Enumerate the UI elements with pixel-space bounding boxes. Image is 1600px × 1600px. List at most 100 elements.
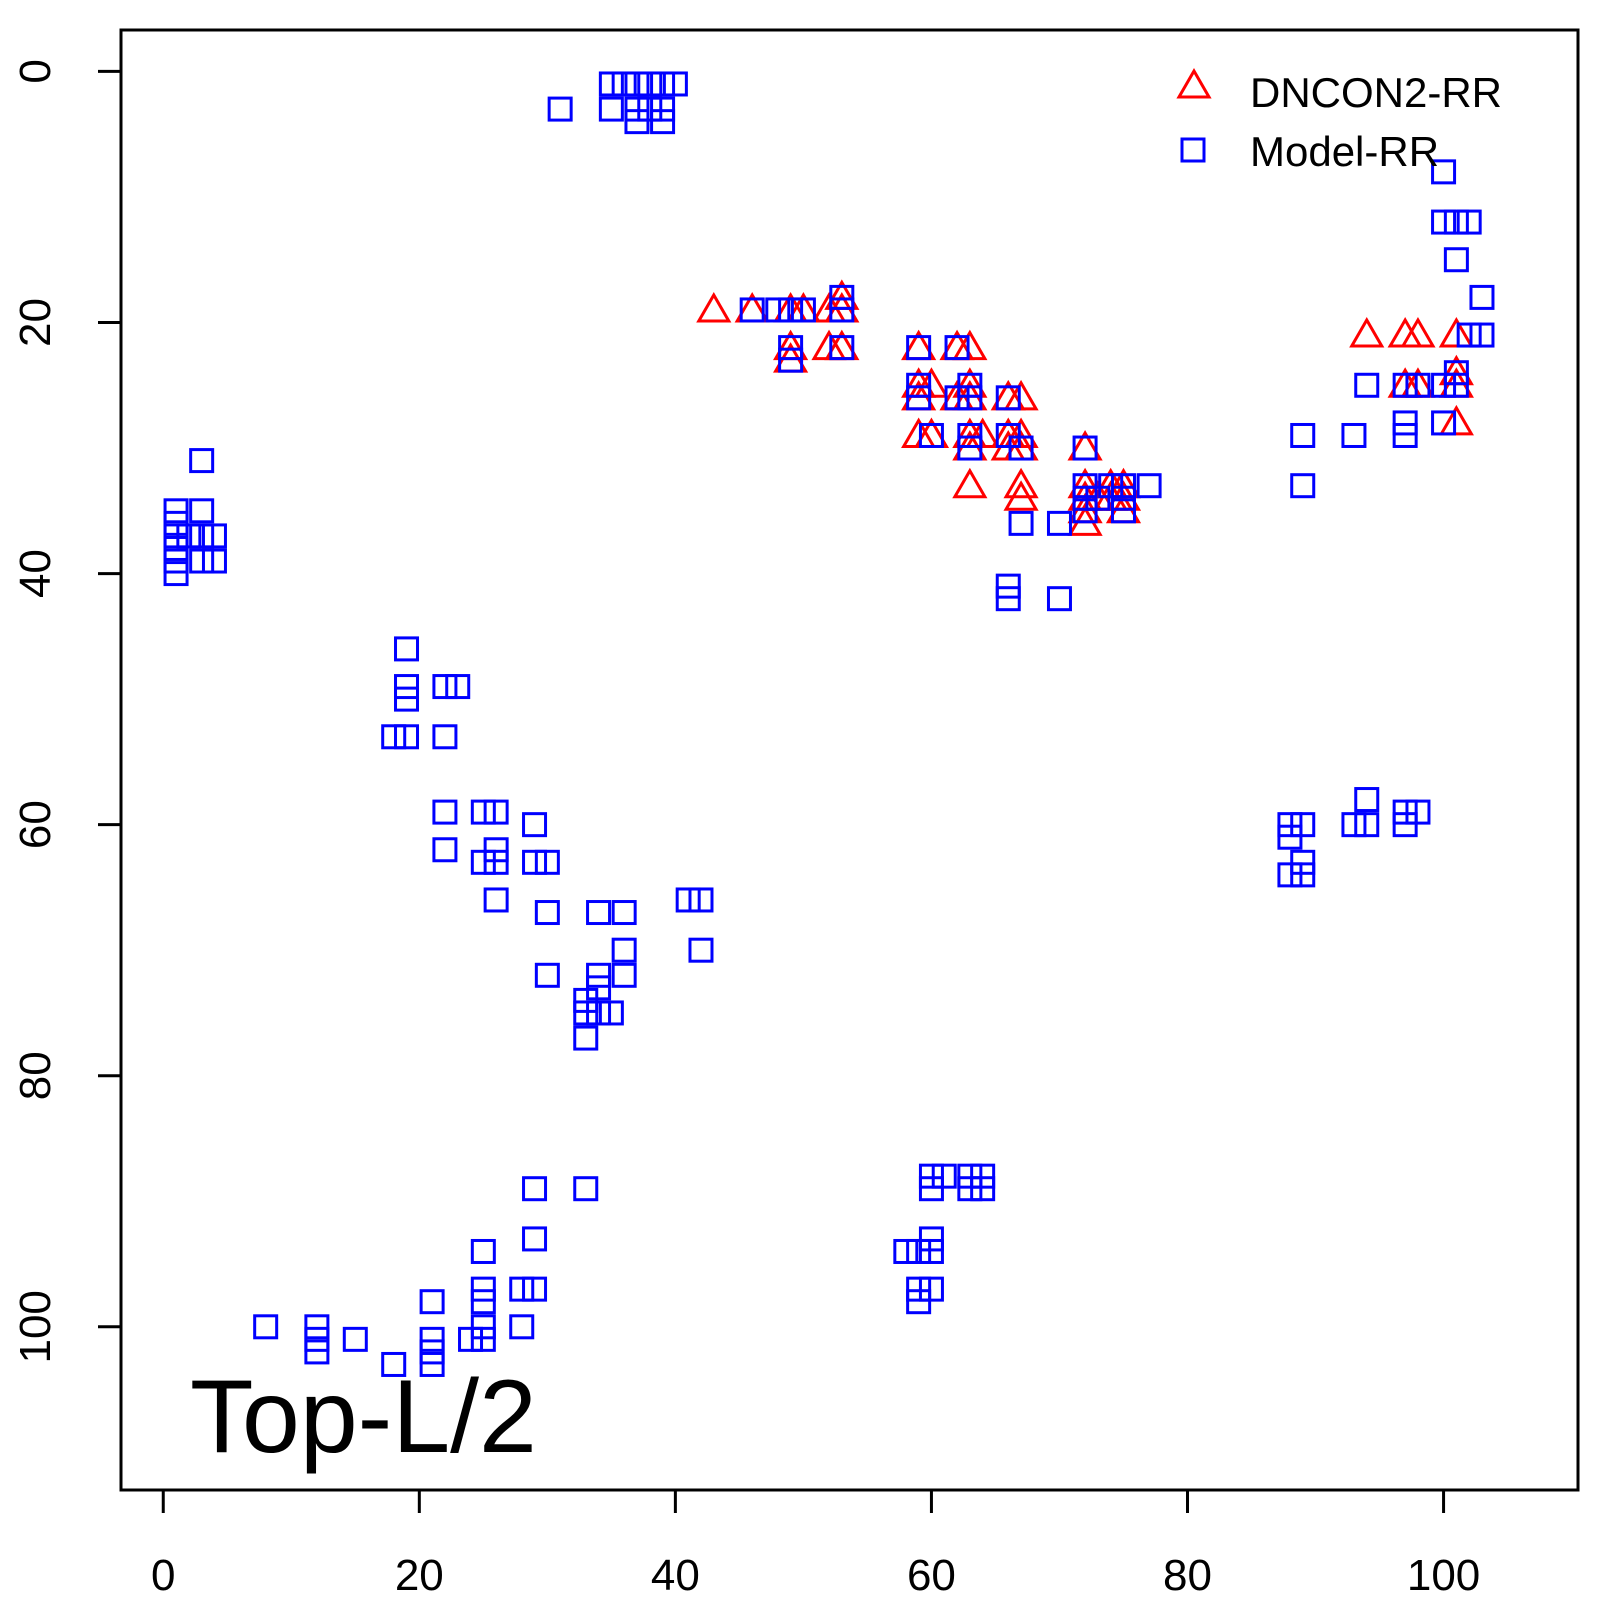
square-point (957, 1176, 983, 1202)
square-point (1277, 862, 1303, 888)
square-point (944, 385, 970, 411)
square-point (624, 96, 650, 122)
square-point (483, 799, 509, 825)
square-point (394, 674, 420, 700)
square-point (918, 1163, 944, 1189)
square-point (470, 849, 496, 875)
square-point (445, 674, 471, 700)
square-point (586, 975, 612, 1001)
square-point (1469, 284, 1495, 310)
square-point (906, 372, 932, 398)
square-point (1110, 485, 1136, 511)
square-point (675, 887, 701, 913)
x-tick-label: 20 (395, 1551, 444, 1600)
square-point (1392, 799, 1418, 825)
square-point (522, 1226, 548, 1252)
square-point (650, 96, 676, 122)
square-point (995, 422, 1021, 448)
triangle-point (965, 417, 1001, 448)
square-point (906, 385, 932, 411)
square-point (611, 962, 637, 988)
square-point (573, 1025, 599, 1051)
square-point (458, 1326, 484, 1352)
square-point (893, 1238, 919, 1264)
y-tick-label: 60 (11, 800, 60, 849)
square-point (598, 96, 624, 122)
square-point (189, 523, 215, 549)
square-point (432, 799, 458, 825)
square-point (470, 1238, 496, 1264)
triangle-point (1003, 467, 1039, 499)
square-point (586, 1000, 612, 1026)
square-point (1072, 498, 1098, 524)
square-point (1405, 799, 1431, 825)
square-point (419, 1289, 445, 1315)
square-point (1392, 372, 1418, 398)
square-point (1354, 787, 1380, 813)
square-point (637, 71, 663, 97)
square-point (253, 1314, 279, 1340)
square-point (1443, 247, 1469, 273)
square-point (342, 1326, 368, 1352)
square-point (906, 1276, 932, 1302)
square-point (931, 1163, 957, 1189)
square-point (906, 1238, 932, 1264)
square-point (522, 1176, 548, 1202)
square-point (573, 1176, 599, 1202)
square-point (1085, 485, 1111, 511)
square-point (201, 523, 227, 549)
square-point (1290, 422, 1316, 448)
square-point (957, 422, 983, 448)
legend-label-dncon2-rr: DNCON2-RR (1250, 69, 1502, 116)
triangle-point (696, 291, 732, 323)
square-point (189, 448, 215, 474)
y-tick-label: 20 (11, 298, 60, 347)
square-point (906, 335, 932, 361)
square-point (163, 548, 189, 574)
square-point (586, 962, 612, 988)
square-point (829, 297, 855, 323)
y-tick-label: 80 (11, 1051, 60, 1100)
square-point (419, 1339, 445, 1365)
square-point (522, 849, 548, 875)
series-square (163, 71, 1495, 1377)
legend: DNCON2-RR Model-RR (1176, 67, 1502, 175)
square-point (778, 297, 804, 323)
square-point (1469, 322, 1495, 348)
square-point (970, 1176, 996, 1202)
square-point (1341, 812, 1367, 838)
square-point (470, 1326, 496, 1352)
square-point (970, 1163, 996, 1189)
square-point (995, 586, 1021, 612)
square-point (163, 535, 189, 561)
square-point (1136, 473, 1162, 499)
square-point (611, 900, 637, 926)
square-point (611, 71, 637, 97)
square-point (1277, 824, 1303, 850)
square-point (432, 674, 458, 700)
square-point (201, 548, 227, 574)
legend-triangle-marker (1176, 67, 1212, 99)
square-point (957, 435, 983, 461)
square-point (1443, 209, 1469, 235)
square-point (1392, 422, 1418, 448)
square-point (163, 523, 189, 549)
legend-square-marker (1180, 137, 1206, 163)
square-point (509, 1276, 535, 1302)
triangle-point (1438, 317, 1474, 348)
square-point (1290, 473, 1316, 499)
square-point (1098, 473, 1124, 499)
square-point (739, 297, 765, 323)
square-point (688, 887, 714, 913)
x-tick-label: 80 (1163, 1551, 1212, 1600)
triangle-point (1003, 480, 1039, 511)
square-point (1443, 360, 1469, 386)
square-point (778, 335, 804, 361)
square-point (918, 422, 944, 448)
square-point (470, 1289, 496, 1315)
square-point (1110, 473, 1136, 499)
square-point (790, 297, 816, 323)
square-point (534, 849, 560, 875)
square-point (1008, 510, 1034, 536)
